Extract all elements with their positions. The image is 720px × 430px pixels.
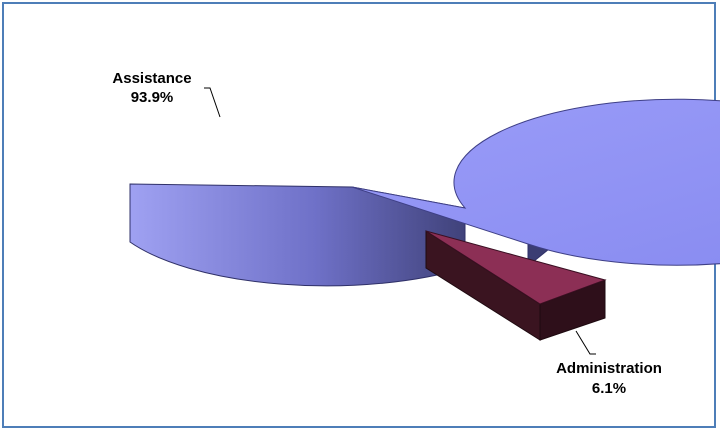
assistance-percent: 93.9% xyxy=(131,89,174,106)
administration-percent: 6.1% xyxy=(592,380,626,397)
administration-label: Administration xyxy=(556,360,662,377)
administration-leader-line xyxy=(575,330,596,355)
pie-chart: Assistance 93.9% Administration 6.1% xyxy=(112,70,720,397)
assistance-leader-line xyxy=(204,87,221,118)
slice-administration xyxy=(425,230,607,305)
assistance-label: Assistance xyxy=(112,70,191,87)
slice-assistance xyxy=(351,98,720,266)
